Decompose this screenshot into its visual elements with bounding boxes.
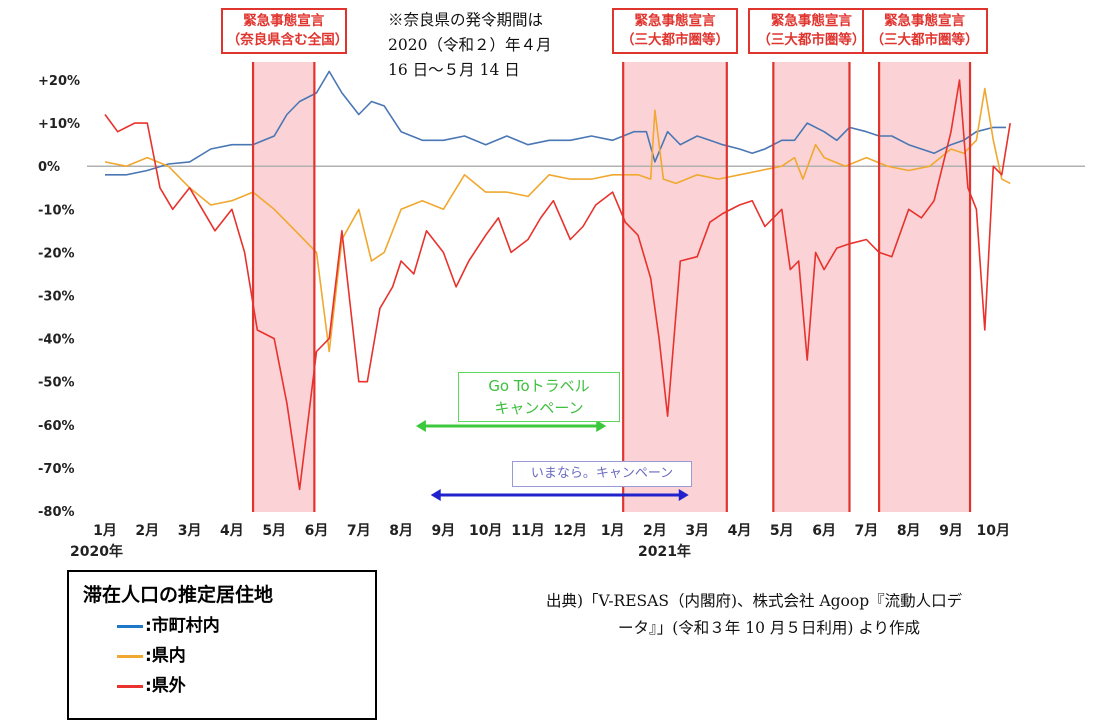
y-tick-label: 0% xyxy=(38,160,60,175)
x-tick-label: 11月 xyxy=(511,523,544,539)
emergency-label-line-1: 緊急事態宣言 xyxy=(770,13,852,29)
x-tick-label: 8月 xyxy=(389,523,413,539)
campaign-arrows xyxy=(415,420,689,501)
emergency-shade-0 xyxy=(253,62,315,512)
x-tick-label: 5月 xyxy=(262,523,286,539)
x-tick-label: 9月 xyxy=(939,523,963,539)
x-tick-label: 12月 xyxy=(554,523,587,539)
y-tick-label: -70% xyxy=(38,462,75,477)
emergency-label-line-2: （三大都市圏等） xyxy=(870,32,979,48)
y-tick-label: +20% xyxy=(38,74,80,89)
emergency-label-2: 緊急事態宣言 （三大都市圏等） xyxy=(748,8,875,54)
emergency-label-line-1: 緊急事態宣言 xyxy=(884,13,966,29)
note-line-2: 2020（令和２）年４月 xyxy=(388,36,552,54)
imanara-campaign-label: いまなら。キャンペーン xyxy=(512,461,692,487)
y-tick-label: -50% xyxy=(38,376,75,391)
legend-swatch-municipal xyxy=(117,624,143,628)
y-tick-label: -40% xyxy=(38,333,75,348)
campaign-arrow-head-right-0 xyxy=(596,420,607,432)
emergency-label-3: 緊急事態宣言 （三大都市圏等） xyxy=(861,8,988,54)
emergency-shading xyxy=(253,62,971,512)
nara-period-note: ※奈良県の発令期間は 2020（令和２）年４月 16 日～５月 14 日 xyxy=(388,8,623,83)
source-citation: 出典)「V-RESAS（内閣府)、株式会社 Agoop『流動人口デ ータ』」(令… xyxy=(546,588,1086,642)
y-tick-label: +10% xyxy=(38,117,80,132)
year-label: 2020年 xyxy=(70,543,123,560)
campaign-arrow-head-left-0 xyxy=(415,420,426,432)
emergency-shade-1 xyxy=(623,62,727,512)
series-line-2 xyxy=(104,79,1011,491)
x-tick-label: 1月 xyxy=(601,523,625,539)
y-axis: +20% +10% 0% -10% -20% -30% -40% -50% -60% -70% -8… xyxy=(38,74,80,520)
x-tick-label: 5月 xyxy=(770,523,794,539)
x-tick-label: 3月 xyxy=(178,523,202,539)
y-tick-label: -20% xyxy=(38,246,75,261)
legend-swatch-prefecture xyxy=(117,654,143,658)
x-tick-label: 9月 xyxy=(432,523,456,539)
emergency-label-line-2: （三大都市圏等） xyxy=(757,32,866,48)
campaign-arrow-head-left-1 xyxy=(430,489,441,501)
x-tick-label: 2月 xyxy=(643,523,667,539)
emergency-label-line-1: 緊急事態宣言 xyxy=(243,13,325,29)
legend-swatch-outside xyxy=(117,684,143,688)
legend-label-outside: :県外 xyxy=(145,676,186,696)
emergency-label-line-2: （奈良県含む全国） xyxy=(226,32,349,48)
source-line-1: 出典)「V-RESAS（内閣府)、株式会社 Agoop『流動人口デ xyxy=(546,592,963,610)
goto-label-line-2: キャンペーン xyxy=(494,399,584,417)
legend-item-municipal: :市町村内 xyxy=(83,611,375,641)
y-tick-label: -30% xyxy=(38,290,75,305)
legend-title: 滞在人口の推定居住地 xyxy=(83,584,274,606)
goto-label-line-1: Go Toトラベル xyxy=(488,377,590,395)
legend-label-municipal: :市町村内 xyxy=(145,616,220,636)
x-tick-label: 6月 xyxy=(305,523,329,539)
y-tick-label: -10% xyxy=(38,203,75,218)
x-tick-label: 4月 xyxy=(220,523,244,539)
note-line-3: 16 日～５月 14 日 xyxy=(388,61,520,79)
year-label: 2021年 xyxy=(638,543,691,560)
emergency-label-line-1: 緊急事態宣言 xyxy=(634,13,716,29)
emergency-label-0: 緊急事態宣言 （奈良県含む全国） xyxy=(220,8,349,54)
y-tick-label: -80% xyxy=(38,505,75,520)
legend-label-prefecture: :県内 xyxy=(145,646,186,666)
x-axis: 1月 2月 3月 4月 5月 6月 7月 8月 9月 10月 11月 12月 1月 2月 3月 4月 5月 6月 7… xyxy=(70,523,1010,560)
goto-travel-label: Go Toトラベル キャンペーン xyxy=(458,372,620,422)
series-line-1 xyxy=(104,87,1011,353)
legend-item-prefecture: :県内 xyxy=(83,641,375,671)
legend-item-outside: :県外 xyxy=(83,671,375,701)
x-tick-label: 10月 xyxy=(977,523,1010,539)
legend: 滞在人口の推定居住地 :市町村内 :県内 :県外 xyxy=(67,570,377,720)
source-line-2: ータ』」(令和３年 10 月５日利用) より作成 xyxy=(618,619,921,637)
x-tick-label: 3月 xyxy=(685,523,709,539)
emergency-shade-2 xyxy=(773,62,850,512)
x-tick-label: 8月 xyxy=(897,523,921,539)
x-tick-label: 7月 xyxy=(347,523,371,539)
emergency-shade-3 xyxy=(879,62,971,512)
emergency-boundaries xyxy=(251,62,972,512)
note-line-1: ※奈良県の発令期間は xyxy=(388,11,544,29)
x-tick-label: 2月 xyxy=(135,523,159,539)
x-tick-label: 4月 xyxy=(728,523,752,539)
campaign-arrow-head-right-1 xyxy=(678,489,689,501)
x-tick-label: 7月 xyxy=(855,523,879,539)
x-tick-label: 10月 xyxy=(469,523,502,539)
y-tick-label: -60% xyxy=(38,419,75,434)
x-tick-label: 6月 xyxy=(812,523,836,539)
emergency-label-1: 緊急事態宣言 （三大都市圏等） xyxy=(611,8,738,54)
x-tick-label: 1月 xyxy=(93,523,117,539)
emergency-label-line-2: （三大都市圏等） xyxy=(620,32,729,48)
